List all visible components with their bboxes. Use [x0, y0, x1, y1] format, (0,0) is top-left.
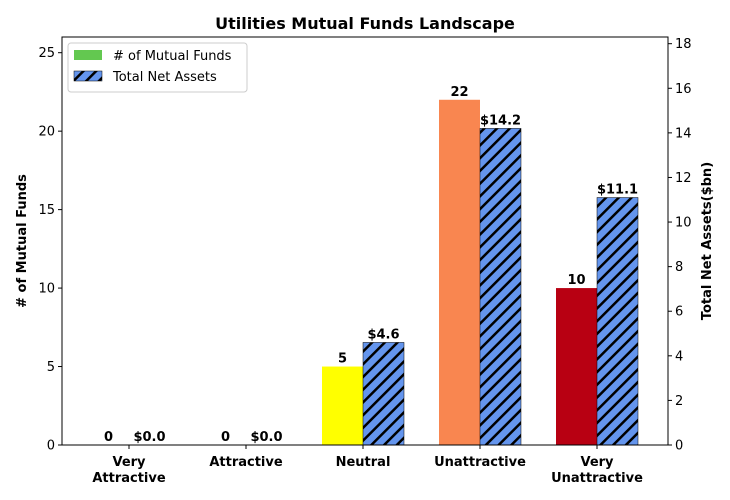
x-tick-label: Unattractive: [434, 455, 526, 470]
legend-swatch-net-assets: [73, 70, 103, 82]
value-label-mutual-funds: 0: [221, 430, 230, 445]
value-label-net-assets: $11.1: [597, 183, 638, 198]
left-tick-label: 20: [38, 125, 55, 140]
plot-frame: [61, 36, 669, 446]
value-label-net-assets: $4.6: [367, 327, 399, 342]
right-axis: 0 2 4 6 8 10 12 14 16 18: [668, 37, 692, 454]
legend-frame: [67, 42, 248, 93]
left-axis-label: # of Mutual Funds: [15, 174, 30, 308]
value-label-mutual-funds: 22: [450, 85, 468, 100]
right-tick-label: 8: [675, 260, 683, 275]
left-tick-label: 10: [38, 282, 55, 297]
bar-net-assets: [479, 128, 522, 446]
x-tick-label: Neutral: [336, 455, 391, 470]
value-labels-layer: 0 $0.0 0 $0.0 5 $4.6 22 $14.2 10 $11.1: [104, 85, 638, 445]
right-tick-label: 6: [675, 305, 683, 320]
right-tick-label: 0: [675, 439, 683, 454]
x-tick-label: Very: [580, 455, 614, 470]
legend-swatch-mutual-funds: [74, 50, 102, 60]
bar-mutual-funds: [322, 366, 363, 445]
legend-label-net-assets: Total Net Assets: [112, 70, 217, 85]
right-tick-label: 2: [675, 394, 683, 409]
value-label-net-assets: $14.2: [480, 113, 521, 128]
value-label-net-assets: $0.0: [250, 430, 282, 445]
bar-net-assets: [362, 342, 405, 446]
right-tick-label: 10: [675, 216, 692, 231]
legend-label-mutual-funds: # of Mutual Funds: [113, 49, 232, 64]
left-tick-label: 25: [38, 46, 55, 61]
right-tick-label: 12: [675, 171, 692, 186]
right-tick-label: 16: [675, 82, 692, 97]
right-axis-label: Total Net Assets($bn): [700, 162, 715, 320]
legend: # of Mutual Funds Total Net Assets: [67, 42, 248, 93]
left-tick-label: 5: [47, 360, 55, 375]
value-label-mutual-funds: 0: [104, 430, 113, 445]
right-tick-label: 4: [675, 349, 683, 364]
bars-layer: [322, 99, 639, 446]
x-tick-label: Attractive: [209, 455, 283, 470]
bar-mutual-funds: [439, 99, 480, 446]
value-label-mutual-funds: 5: [338, 352, 347, 367]
left-tick-label: 0: [47, 439, 55, 454]
right-tick-label: 18: [675, 37, 692, 52]
right-tick-label: 14: [675, 126, 692, 141]
bar-net-assets: [596, 197, 639, 446]
value-label-net-assets: $0.0: [133, 430, 165, 445]
left-axis: 0 5 10 15 20 25: [38, 46, 62, 454]
bar-mutual-funds: [556, 288, 597, 445]
x-tick-label: Very: [112, 455, 146, 470]
chart-title: Utilities Mutual Funds Landscape: [215, 14, 515, 33]
value-label-mutual-funds: 10: [567, 273, 585, 288]
x-tick-label: Unattractive: [551, 471, 643, 486]
x-tick-label: Attractive: [92, 471, 166, 486]
left-tick-label: 15: [38, 203, 55, 218]
